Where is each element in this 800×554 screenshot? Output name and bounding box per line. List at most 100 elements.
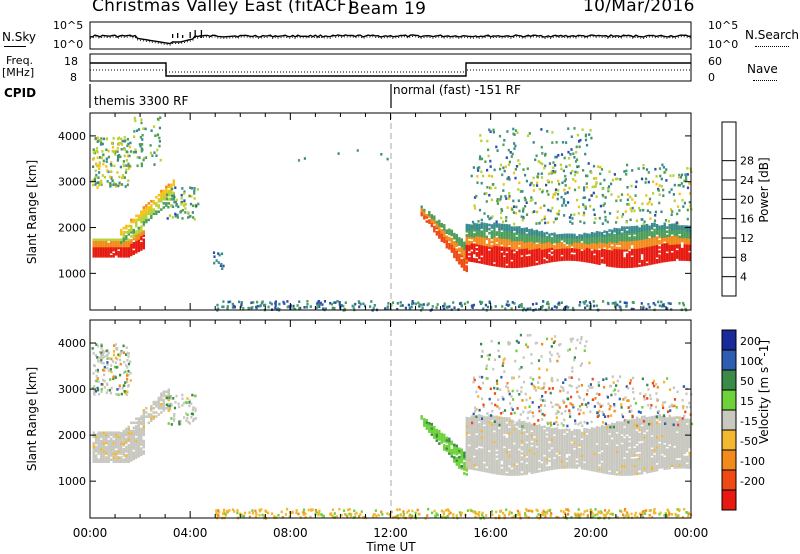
power-cell <box>514 129 518 132</box>
power-cell <box>137 233 140 236</box>
power-cell <box>535 222 538 225</box>
power-cell <box>686 208 689 212</box>
power-cell <box>662 194 665 197</box>
power-cell <box>593 247 596 250</box>
power-cell <box>551 170 554 173</box>
velocity-cell <box>480 460 483 464</box>
power-cell <box>495 145 498 149</box>
power-cell <box>453 306 456 309</box>
velocity-cell <box>553 438 556 441</box>
power-cell <box>581 128 584 131</box>
power-cell <box>510 236 514 240</box>
power-cell <box>629 195 632 199</box>
power-cell <box>646 202 649 206</box>
power-cell <box>165 197 168 201</box>
power-cell <box>545 246 549 249</box>
velocity-cell <box>110 439 113 443</box>
power-cell <box>172 183 175 187</box>
velocity-cell <box>498 433 501 436</box>
velocity-cell <box>167 409 170 412</box>
power-cell <box>323 300 327 303</box>
velocity-cell <box>475 420 478 424</box>
power-cell <box>590 194 593 197</box>
power-cell <box>625 242 629 246</box>
power-cell <box>673 227 676 231</box>
velocity-cell <box>513 427 516 431</box>
velocity-cell <box>475 455 478 459</box>
power-cell <box>610 231 614 235</box>
power-cell <box>633 209 636 213</box>
velocity-cell <box>515 427 519 431</box>
velocity-cell <box>125 450 128 453</box>
power-cell <box>658 240 661 243</box>
velocity-cell <box>525 449 529 452</box>
power-cell <box>112 253 115 256</box>
power-cell <box>533 254 536 258</box>
velocity-cell <box>473 440 476 444</box>
power-cell <box>640 247 644 251</box>
velocity-cell <box>553 436 556 439</box>
velocity-cell <box>458 451 461 455</box>
velocity-cell <box>107 431 110 434</box>
power-cell <box>585 241 589 244</box>
power-cell <box>212 251 216 254</box>
power-cell <box>593 242 596 246</box>
velocity-cell <box>108 388 112 392</box>
power-cell <box>657 300 660 304</box>
power-cell <box>643 230 646 234</box>
power-cell <box>438 219 441 223</box>
power-cell <box>174 212 177 216</box>
power-cell <box>153 151 156 154</box>
velocity-cell <box>127 458 130 461</box>
power-cell <box>550 170 553 174</box>
velocity-cell <box>480 462 483 466</box>
power-cell <box>560 242 564 245</box>
power-cell <box>630 261 634 264</box>
power-cell <box>585 182 588 185</box>
velocity-cell <box>583 448 586 452</box>
power-cell <box>140 227 143 231</box>
power-cell <box>543 238 546 242</box>
power-cell <box>127 142 130 146</box>
power-cell <box>603 178 606 182</box>
velocity-cell <box>122 442 125 445</box>
velocity-cell <box>528 430 531 433</box>
power-cell <box>107 253 110 256</box>
power-cell <box>440 233 443 236</box>
velocity-cell <box>170 417 173 420</box>
power-cell <box>112 238 115 242</box>
power-cell <box>226 305 229 308</box>
power-cell <box>503 244 506 248</box>
power-cell <box>608 235 611 238</box>
velocity-cell <box>588 455 591 459</box>
velocity-cell <box>530 469 534 472</box>
velocity-cell <box>578 433 581 437</box>
velocity-cell <box>530 461 534 464</box>
power-cell <box>504 165 507 168</box>
power-cell <box>165 195 168 198</box>
power-cell <box>125 226 128 230</box>
velocity-cell <box>493 432 496 435</box>
power-cell <box>635 254 639 257</box>
power-cell <box>485 256 489 259</box>
velocity-cell <box>583 446 586 450</box>
velocity-cell <box>473 451 476 454</box>
velocity-cell <box>500 449 504 453</box>
power-cell <box>614 301 617 304</box>
velocity-cell <box>122 448 125 451</box>
velocity-cell <box>488 441 491 445</box>
power-cell <box>518 236 521 239</box>
power-cell <box>676 243 679 247</box>
velocity-cell <box>540 430 544 433</box>
velocity-cell <box>568 455 571 459</box>
velocity-cell <box>443 440 446 443</box>
velocity-cell <box>470 444 473 448</box>
power-cell <box>593 236 596 240</box>
power-cell <box>412 301 415 305</box>
power-cell <box>615 246 619 250</box>
power-cell <box>671 236 674 239</box>
velocity-cell <box>120 456 123 459</box>
power-cell <box>489 130 492 133</box>
power-cell <box>655 252 659 256</box>
power-cell <box>630 184 633 188</box>
